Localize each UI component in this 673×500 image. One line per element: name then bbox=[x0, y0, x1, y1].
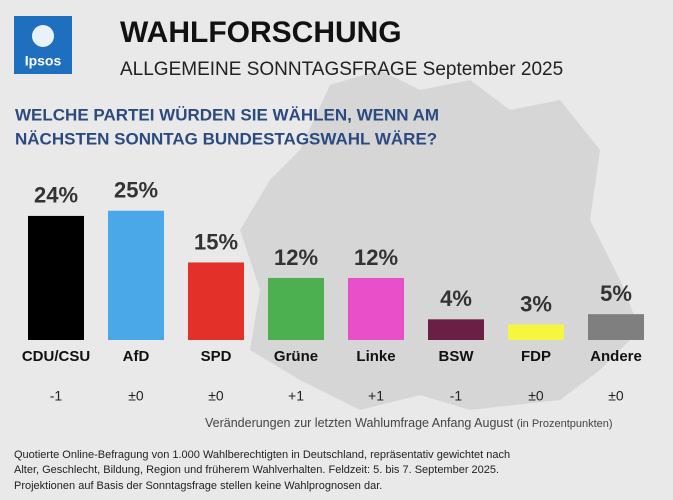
x-tick-label: Andere bbox=[590, 348, 642, 365]
value-label: 4% bbox=[440, 286, 472, 311]
bar bbox=[588, 314, 644, 340]
bar bbox=[28, 215, 84, 340]
value-label: 12% bbox=[274, 245, 318, 270]
bar bbox=[508, 324, 564, 340]
value-label: 25% bbox=[114, 178, 158, 203]
change-label: -1 bbox=[450, 388, 463, 404]
value-label: 15% bbox=[194, 229, 238, 254]
change-label: ±0 bbox=[528, 388, 544, 404]
x-tick-label: BSW bbox=[439, 348, 475, 365]
footnote: Projektionen auf Basis der Sonntagsfrage… bbox=[14, 480, 382, 492]
chart-subtitle: ALLGEMEINE SONNTAGSFRAGE September 2025 bbox=[120, 59, 563, 80]
footnote: Quotierte Online-Befragung von 1.000 Wah… bbox=[14, 449, 510, 461]
change-label: +1 bbox=[288, 388, 304, 404]
x-tick-label: Grüne bbox=[274, 348, 318, 365]
x-tick-label: Linke bbox=[356, 348, 395, 365]
x-tick-label: FDP bbox=[521, 348, 551, 365]
chart-title: WAHLFORSCHUNG bbox=[120, 16, 402, 49]
change-label: ±0 bbox=[208, 388, 224, 404]
bar bbox=[428, 319, 484, 340]
logo-text: Ipsos bbox=[25, 53, 62, 69]
x-tick-label: CDU/CSU bbox=[22, 348, 90, 365]
changes-note: Veränderungen zur letzten Wahlumfrage An… bbox=[205, 416, 613, 430]
logo-icon bbox=[32, 25, 54, 47]
change-label: +1 bbox=[368, 388, 384, 404]
bar bbox=[108, 210, 164, 340]
bar bbox=[348, 277, 404, 340]
question: NÄCHSTEN SONNTAG BUNDESTAGSWAHL WÄRE? bbox=[15, 129, 437, 148]
x-tick-label: SPD bbox=[201, 348, 232, 365]
change-label: ±0 bbox=[608, 388, 624, 404]
change-label: -1 bbox=[50, 388, 63, 404]
value-label: 12% bbox=[354, 245, 398, 270]
footnote: Alter, Geschlecht, Bildung, Region und f… bbox=[14, 464, 499, 476]
change-label: ±0 bbox=[128, 388, 144, 404]
value-label: 5% bbox=[600, 281, 632, 306]
bar bbox=[188, 262, 244, 340]
x-tick-label: AfD bbox=[123, 348, 150, 365]
bar bbox=[268, 277, 324, 340]
value-label: 24% bbox=[34, 183, 78, 208]
question: WELCHE PARTEI WÜRDEN SIE WÄHLEN, WENN AM bbox=[15, 105, 439, 124]
value-label: 3% bbox=[520, 291, 552, 316]
